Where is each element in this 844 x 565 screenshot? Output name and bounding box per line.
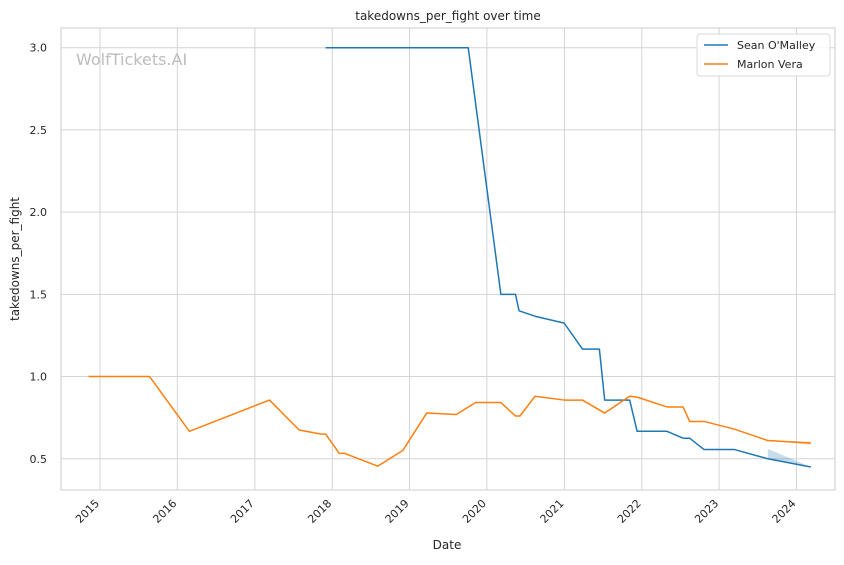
y-tick-label: 3.0 <box>30 42 48 55</box>
x-tick-label: 2022 <box>615 497 644 526</box>
plot-area <box>60 27 836 491</box>
chart-title: takedowns_per_fight over time <box>355 9 541 23</box>
y-tick-label: 2.5 <box>30 124 48 137</box>
x-tick-label: 2021 <box>538 497 567 526</box>
y-tick-label: 1.5 <box>30 288 48 301</box>
y-tick-label: 0.5 <box>30 453 48 466</box>
legend-label-marlon-vera: Marlon Vera <box>737 58 803 71</box>
y-tick-label: 1.0 <box>30 371 48 384</box>
x-tick-label: 2023 <box>692 497 721 526</box>
x-axis-label: Date <box>433 538 462 552</box>
x-tick-label: 2017 <box>228 497 257 526</box>
y-tick-label: 2.0 <box>30 206 48 219</box>
x-tick-label: 2015 <box>73 497 102 526</box>
confidence-band-marlon-vera <box>767 440 811 445</box>
x-tick-label: 2019 <box>383 497 412 526</box>
series-line-marlon-vera <box>88 375 811 467</box>
x-axis-ticks: 2015 2016 2017 2018 2019 2020 2021 2022 2023 2024 <box>73 497 798 526</box>
series-line-sean-o-malley <box>325 46 811 468</box>
x-tick-label: 2020 <box>460 497 489 526</box>
grid <box>61 28 835 490</box>
legend: Sean O'Malley Marlon Vera <box>696 33 831 77</box>
x-tick-label: 2024 <box>770 497 799 526</box>
y-axis-label: takedowns_per_fight <box>8 197 22 321</box>
confidence-band-sean-o-malley <box>767 448 811 467</box>
legend-box <box>696 33 831 77</box>
y-axis-ticks: 0.5 1.0 1.5 2.0 2.5 3.0 <box>30 42 48 466</box>
watermark: WolfTickets.AI <box>76 50 187 69</box>
series-lines <box>88 46 811 468</box>
x-tick-label: 2018 <box>305 497 334 526</box>
legend-label-sean-omalley: Sean O'Malley <box>737 39 816 52</box>
x-tick-label: 2016 <box>150 497 179 526</box>
confidence-bands <box>767 440 811 467</box>
